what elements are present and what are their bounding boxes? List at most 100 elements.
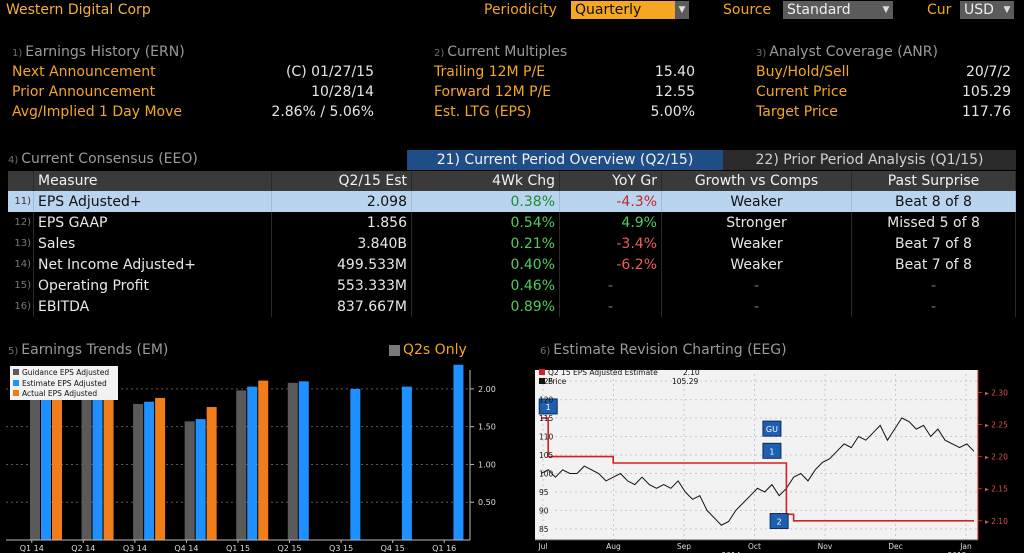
chevron-down-icon[interactable]: ▼	[879, 1, 893, 19]
legend-swatch-estimate	[13, 380, 19, 386]
consensus-title[interactable]: 4) Current Consensus (EEO)	[8, 151, 198, 167]
left-tick-label: 95	[539, 488, 549, 497]
legend-value-estimate: 2.10	[683, 368, 700, 377]
cell-measure[interactable]: Operating Profit	[34, 275, 272, 296]
chart-x-axis: Q1 14 Q2 14 Q3 14 Q4 14 Q1 15 Q2 15 Q3 15 Q4 15…	[20, 540, 456, 553]
legend-label-price: Price	[548, 377, 567, 386]
x-tick-label: Q1 14	[20, 544, 44, 553]
cell-yoy-gr: -4.3%	[560, 191, 662, 212]
cell-past-surprise: Beat 7 of 8	[852, 254, 1016, 275]
cell-measure[interactable]: EBITDA	[34, 296, 272, 317]
left-tick-label: 110	[539, 433, 554, 442]
bar-guidance	[30, 394, 40, 540]
source-dropdown[interactable]: Standard ▼	[783, 1, 893, 19]
chevron-down-icon[interactable]: ▼	[675, 1, 689, 19]
chevron-down-icon[interactable]: ▼	[1000, 1, 1014, 19]
info-value: 15.40	[654, 64, 695, 80]
info-key: Next Announcement	[12, 64, 156, 80]
consensus-table: Measure Q2/15 Est 4Wk Chg YoY Gr Growth …	[8, 171, 1016, 317]
info-key: Buy/Hold/Sell	[756, 64, 850, 80]
section-title[interactable]: 2) Current Multiples	[434, 44, 695, 60]
table-row[interactable]: 13) Sales 3.840B 0.21% -3.4% Weaker Beat…	[8, 233, 1016, 254]
table-row[interactable]: 15) Operating Profit 553.333M 0.46% - - …	[8, 275, 1016, 296]
cell-est: 3.840B	[272, 233, 412, 254]
header-measure[interactable]: Measure	[34, 171, 272, 191]
left-tick-label: 100	[539, 469, 554, 478]
x-tick-label: Q2 14	[71, 544, 95, 553]
section-title[interactable]: 1) Earnings History (ERN)	[12, 44, 374, 60]
legend-swatch-price	[539, 378, 545, 384]
cell-past-surprise: -	[852, 275, 1016, 296]
row-number: 14)	[8, 254, 34, 275]
currency-dropdown[interactable]: USD ▼	[960, 1, 1014, 19]
earnings-history-section: 1) Earnings History (ERN) Next Announceme…	[12, 44, 374, 120]
y-tick-label: 2.00	[478, 385, 496, 394]
x-year-label: 2015	[947, 551, 966, 553]
header-spacer	[8, 171, 34, 191]
periodicity-dropdown[interactable]: Quarterly ▼	[571, 1, 689, 19]
y-tick-label: 1.50	[478, 423, 496, 432]
cell-growth-vs-comps: Weaker	[662, 233, 852, 254]
info-value: 105.29	[962, 84, 1011, 100]
row-number: 16)	[8, 296, 34, 317]
tab-prior-period-analysis[interactable]: 22) Prior Period Analysis (Q1/15)	[723, 150, 1016, 170]
price-line	[540, 417, 975, 526]
info-key: Target Price	[756, 104, 838, 120]
source-label: Source	[723, 2, 772, 18]
tab-current-period-overview[interactable]: 21) Current Period Overview (Q2/15)	[407, 150, 723, 170]
cell-est: 499.533M	[272, 254, 412, 275]
analyst-coverage-section: 3) Analyst Coverage (ANR) Buy/Hold/Sell 20…	[756, 44, 1011, 120]
q2s-only-toggle[interactable]: Q2s Only	[389, 342, 467, 358]
legend-label-estimate: Estimate EPS Adjusted	[22, 379, 107, 388]
header-yoy-gr[interactable]: YoY Gr	[560, 171, 662, 191]
section-title-text: Analyst Coverage (ANR)	[769, 44, 938, 60]
cell-est: 553.333M	[272, 275, 412, 296]
periodicity-value: Quarterly	[571, 1, 675, 19]
cell-4wk-chg: 0.40%	[412, 254, 560, 275]
table-row[interactable]: 11) EPS Adjusted+ 2.098 0.38% -4.3% Weak…	[8, 191, 1016, 212]
section-title[interactable]: 3) Analyst Coverage (ANR)	[756, 44, 1011, 60]
cell-yoy-gr: -	[560, 275, 662, 296]
bar-guidance	[184, 421, 195, 540]
checkbox-icon[interactable]	[389, 344, 400, 356]
currency-value: USD	[960, 1, 1000, 19]
cell-measure[interactable]: EPS GAAP	[34, 212, 272, 233]
revision-marker-label: GU	[766, 425, 778, 434]
section-number: 2)	[434, 48, 445, 59]
source-value: Standard	[783, 1, 879, 19]
chart-legend: Guidance EPS Adjusted Estimate EPS Adjus…	[10, 366, 118, 400]
header-est[interactable]: Q2/15 Est	[272, 171, 412, 191]
cell-past-surprise: Missed 5 of 8	[852, 212, 1016, 233]
bar-estimate	[144, 401, 155, 540]
right-tick-label: ▸ 2.25	[985, 421, 1008, 430]
chart-lines	[540, 417, 975, 526]
info-row: Target Price 117.76	[756, 104, 1011, 120]
x-tick-label: Q3 15	[329, 544, 353, 553]
current-multiples-section: 2) Current Multiples Trailing 12M P/E 15.4…	[434, 44, 695, 120]
x-tick-label: Nov	[818, 542, 833, 551]
cell-measure[interactable]: Sales	[34, 233, 272, 254]
revision-marker	[762, 420, 782, 437]
toggle-label: Q2s Only	[403, 342, 467, 358]
revision-marker	[762, 442, 782, 459]
x-tick-label: Q1 15	[226, 544, 250, 553]
top-bar: Western Digital Corp Periodicity Quarter…	[0, 0, 1024, 22]
revision-marker-label: 1	[546, 403, 551, 412]
cell-growth-vs-comps: Weaker	[662, 254, 852, 275]
table-row[interactable]: 14) Net Income Adjusted+ 499.533M 0.40% …	[8, 254, 1016, 275]
header-growth-vs-comps[interactable]: Growth vs Comps	[662, 171, 852, 191]
estimate-revision-title[interactable]: 6) Estimate Revision Charting (EEG)	[540, 342, 787, 358]
x-tick-label: Q3 14	[123, 544, 147, 553]
header-4wk-chg[interactable]: 4Wk Chg	[412, 171, 560, 191]
chart-right-axis: ▸ 2.10 ▸ 2.15 ▸ 2.20 ▸ 2.25 ▸ 2.30	[977, 370, 1008, 540]
left-tick-label: 85	[539, 525, 549, 534]
cell-measure[interactable]: Net Income Adjusted+	[34, 254, 272, 275]
header-past-surprise[interactable]: Past Surprise	[852, 171, 1016, 191]
cell-est: 837.667M	[272, 296, 412, 317]
table-row[interactable]: 16) EBITDA 837.667M 0.89% - - -	[8, 296, 1016, 317]
table-row[interactable]: 12) EPS GAAP 1.856 0.54% 4.9% Stronger M…	[8, 212, 1016, 233]
earnings-trends-title[interactable]: 5) Earnings Trends (EM)	[8, 342, 168, 358]
cell-yoy-gr: -3.4%	[560, 233, 662, 254]
cell-measure[interactable]: EPS Adjusted+	[34, 191, 272, 212]
periodicity-label: Periodicity	[484, 2, 557, 18]
